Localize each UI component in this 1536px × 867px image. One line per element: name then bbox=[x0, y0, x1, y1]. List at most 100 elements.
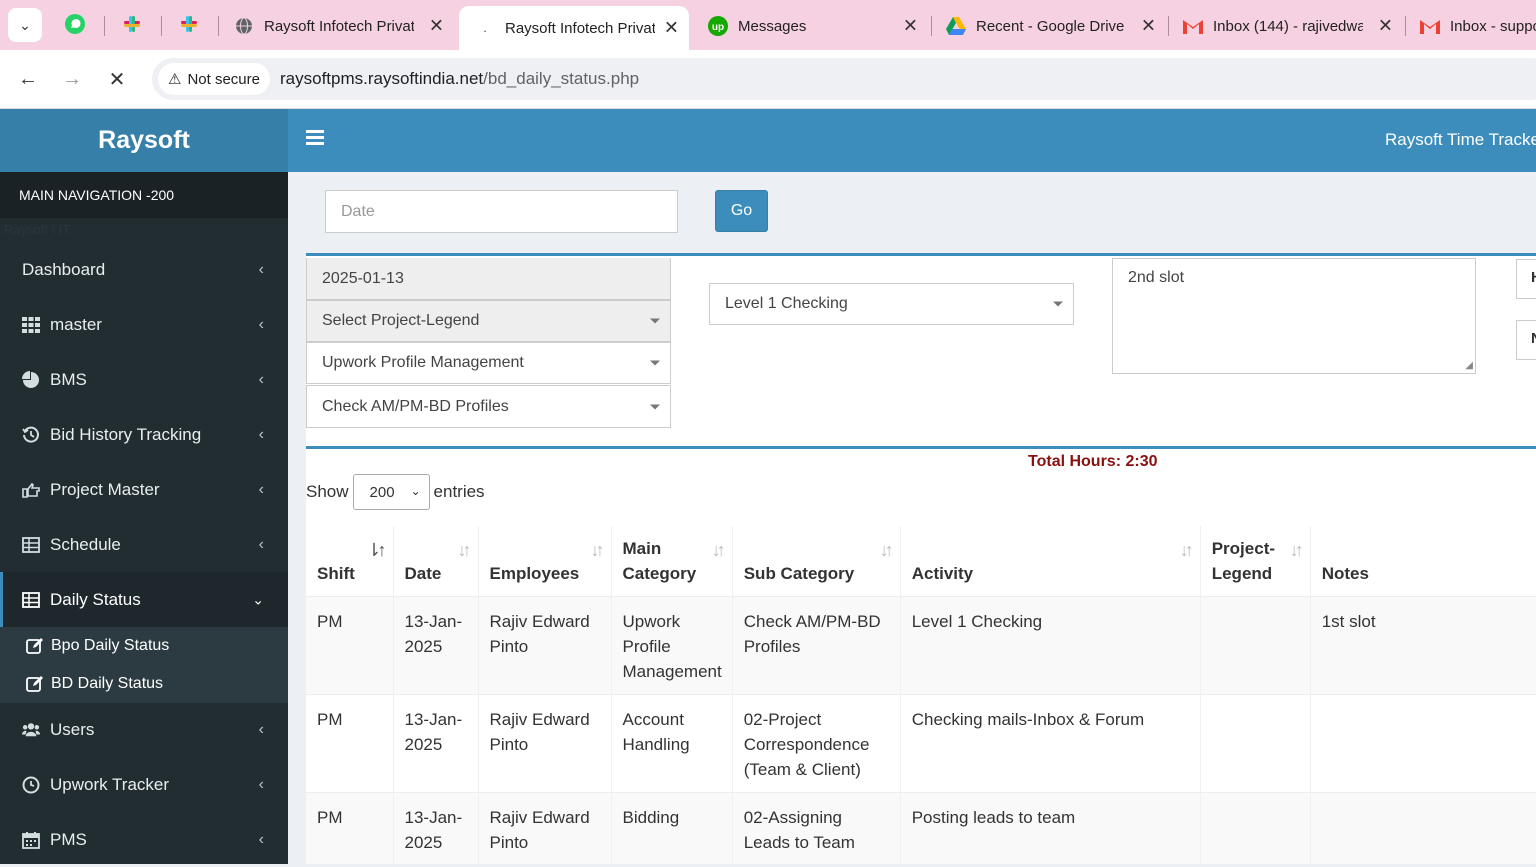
history-icon bbox=[22, 426, 40, 444]
go-button[interactable]: Go bbox=[715, 190, 768, 232]
date-field[interactable]: 2025-01-13 bbox=[306, 258, 671, 300]
daily-status-submenu: Bpo Daily Status BD Daily Status bbox=[0, 627, 288, 703]
back-button[interactable]: ← bbox=[13, 64, 43, 94]
menu-toggle-icon[interactable] bbox=[306, 130, 324, 150]
submenu-item-label: BD Daily Status bbox=[51, 675, 164, 692]
cell-project-legend bbox=[1200, 791, 1311, 864]
svg-text:up: up bbox=[712, 22, 724, 33]
sidebar-item-bid-history-tracking[interactable]: Bid History Tracking ‹ bbox=[0, 407, 288, 462]
column-header-main-category[interactable]: Main Category ↓↑ bbox=[611, 526, 733, 596]
sidebar-header: MAIN NAVIGATION -200 bbox=[0, 172, 288, 218]
tab-gmail-support[interactable]: Inbox - suppo bbox=[1404, 6, 1536, 46]
tab-search-dropdown[interactable]: ⌄ bbox=[8, 8, 42, 42]
submenu-item-bpo-daily-status[interactable]: Bpo Daily Status bbox=[26, 631, 169, 661]
column-header-date[interactable]: Date ↓↑ bbox=[393, 526, 479, 596]
cell-shift: PM bbox=[306, 693, 394, 792]
tab-close-icon[interactable]: ✕ bbox=[902, 15, 918, 36]
hours-field[interactable]: H bbox=[1516, 259, 1536, 299]
sort-icon: ↓↑ bbox=[1179, 540, 1194, 560]
sidebar-item-bms[interactable]: BMS ‹ bbox=[0, 352, 288, 407]
resize-handle-icon[interactable]: ◢ bbox=[1465, 360, 1473, 371]
project-legend-select[interactable]: Select Project-Legend bbox=[306, 300, 671, 342]
chevron-left-icon: ‹ bbox=[258, 425, 264, 443]
edit-icon bbox=[26, 675, 44, 693]
cell-sub-category: 02-Project Correspondence (Team & Client… bbox=[732, 693, 901, 792]
tab-close-icon[interactable]: ✕ bbox=[1140, 15, 1156, 36]
tab-raysoft-1[interactable]: Raysoft Infotech Privat ✕ bbox=[218, 6, 454, 46]
pinned-tab-slack-1[interactable] bbox=[119, 11, 145, 37]
security-chip[interactable]: ⚠ Not secure bbox=[158, 63, 270, 95]
chevron-left-icon: ‹ bbox=[258, 370, 264, 388]
chevron-left-icon: ‹ bbox=[258, 775, 264, 793]
sidebar-item-daily-status[interactable]: Daily Status ⌄ bbox=[0, 572, 288, 627]
sidebar-item-dashboard[interactable]: Dashboard ‹ bbox=[0, 242, 288, 297]
submenu-item-bd-daily-status[interactable]: BD Daily Status bbox=[26, 669, 163, 699]
cell-shift: PM bbox=[306, 595, 394, 694]
tab-google-drive[interactable]: Recent - Google Drive ✕ bbox=[930, 6, 1166, 46]
pinned-tab-slack-2[interactable] bbox=[176, 11, 202, 37]
hours-field-value: H bbox=[1531, 269, 1536, 286]
tab-messages[interactable]: up Messages ✕ bbox=[692, 6, 928, 46]
browser-tab-bar: ⌄ Raysoft Infotech Privat ✕ . Raysoft In… bbox=[0, 0, 1536, 50]
cell-project-legend bbox=[1200, 595, 1311, 694]
url-text[interactable]: raysoftpms.raysoftindia.net/bd_daily_sta… bbox=[280, 69, 639, 89]
sidebar-item-label: Daily Status bbox=[50, 589, 141, 609]
tab-raysoft-2-active[interactable]: . Raysoft Infotech Privat ✕ bbox=[459, 6, 689, 50]
sidebar-item-schedule[interactable]: Schedule ‹ bbox=[0, 517, 288, 572]
chevron-left-icon: ‹ bbox=[258, 830, 264, 848]
daily-status-panel: 2025-01-13 Select Project-Legend Upwork … bbox=[306, 253, 1536, 864]
url-omnibox[interactable]: ⚠ Not secure raysoftpms.raysoftindia.net… bbox=[152, 58, 1536, 100]
main-category-select[interactable]: Upwork Profile Management bbox=[306, 342, 671, 384]
caret-down-icon bbox=[650, 360, 660, 366]
upwork-icon: up bbox=[708, 16, 728, 36]
cell-date: 13-Jan-2025 bbox=[393, 791, 479, 864]
notes-textarea[interactable]: 2nd slot ◢ bbox=[1112, 258, 1476, 374]
caret-down-icon bbox=[650, 404, 660, 409]
column-header-sub-category[interactable]: Sub Category ↓↑ bbox=[732, 526, 901, 596]
tab-close-icon[interactable]: ✕ bbox=[663, 17, 679, 38]
column-header-notes[interactable]: Notes bbox=[1310, 526, 1536, 596]
cell-date: 13-Jan-2025 bbox=[393, 595, 479, 694]
tab-close-icon[interactable]: ✕ bbox=[428, 15, 444, 36]
sidebar-item-project-master[interactable]: Project Master ‹ bbox=[0, 462, 288, 517]
forward-button[interactable]: → bbox=[57, 64, 87, 94]
column-header-activity[interactable]: Activity ↓↑ bbox=[900, 526, 1201, 596]
column-label: Employees bbox=[489, 563, 580, 583]
warning-icon: ⚠ bbox=[168, 71, 182, 88]
sort-icon: ↓↑ bbox=[879, 540, 894, 560]
cell-project-legend bbox=[1200, 693, 1311, 792]
entries-select[interactable]: 200 ⌄ bbox=[352, 474, 430, 510]
total-hours: Total Hours: 2:30 bbox=[1028, 453, 1158, 470]
tab-title: Messages bbox=[738, 17, 807, 35]
sort-icon: ↓↑ bbox=[1289, 540, 1304, 560]
column-header-project-legend[interactable]: Project-Legend ↓↑ bbox=[1200, 526, 1311, 596]
tab-gmail-inbox[interactable]: Inbox (144) - rajivedwa ✕ bbox=[1167, 6, 1403, 46]
minutes-field[interactable]: N bbox=[1516, 320, 1536, 360]
sidebar-item-label: BMS bbox=[50, 369, 87, 389]
chevron-left-icon: ‹ bbox=[258, 535, 264, 553]
main-content: Go 2025-01-13 Select Project-Legend Upwo… bbox=[288, 172, 1536, 864]
sidebar-item-upwork-tracker[interactable]: Upwork Tracker ‹ bbox=[0, 757, 288, 812]
sidebar-item-label: Schedule bbox=[50, 534, 121, 554]
sidebar-item-label: Dashboard bbox=[22, 259, 106, 279]
url-path: /bd_daily_status.php bbox=[483, 69, 640, 88]
date-filter-input[interactable] bbox=[325, 190, 678, 233]
sub-category-select[interactable]: Check AM/PM-BD Profiles bbox=[306, 385, 671, 428]
table-icon bbox=[22, 591, 40, 609]
caret-down-icon bbox=[1053, 301, 1063, 307]
cell-employee: Rajiv Edward Pinto bbox=[478, 693, 612, 792]
sidebar-item-users[interactable]: Users ‹ bbox=[0, 702, 288, 757]
column-header-employees[interactable]: Employees ↓↑ bbox=[478, 526, 612, 596]
column-header-shift[interactable]: Shift ⇂↑ bbox=[306, 526, 394, 596]
stop-loading-button[interactable]: ✕ bbox=[102, 64, 132, 94]
arrow-right-icon: → bbox=[62, 67, 82, 90]
sidebar-item-pms[interactable]: PMS ‹ bbox=[0, 812, 288, 867]
pinned-tab-whatsapp[interactable] bbox=[62, 11, 88, 37]
app-logo[interactable]: Raysoft bbox=[0, 109, 288, 172]
hand-point-icon bbox=[22, 481, 40, 499]
sidebar-item-master[interactable]: master ‹ bbox=[0, 297, 288, 352]
tab-title: Raysoft Infotech Privat bbox=[505, 19, 655, 37]
activity-select[interactable]: Level 1 Checking bbox=[709, 283, 1074, 325]
globe-icon bbox=[234, 16, 254, 36]
tab-close-icon[interactable]: ✕ bbox=[1377, 15, 1393, 36]
